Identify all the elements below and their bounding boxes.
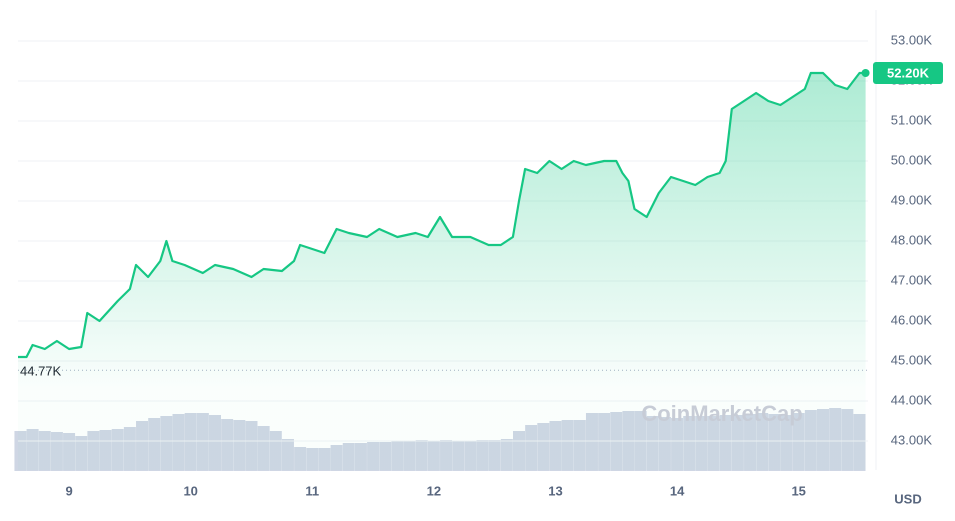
- x-tick-label: 11: [305, 483, 319, 498]
- price-area: [18, 73, 866, 470]
- y-tick-label: 53.00K: [891, 32, 933, 47]
- y-tick-label: 50.00K: [891, 152, 933, 167]
- x-tick-label: 13: [548, 483, 562, 498]
- y-tick-label: 45.00K: [891, 352, 933, 367]
- y-tick-label: 51.00K: [891, 112, 933, 127]
- x-tick-label: 10: [183, 483, 197, 498]
- x-tick-label: 14: [670, 483, 685, 498]
- currency-label: USD: [894, 491, 921, 506]
- price-badge: [873, 62, 943, 84]
- price-badge-label: 52.20K: [887, 65, 930, 80]
- y-tick-label: 48.00K: [891, 232, 933, 247]
- y-tick-label: 47.00K: [891, 272, 933, 287]
- y-tick-label: 44.00K: [891, 392, 933, 407]
- x-tick-label: 15: [791, 483, 805, 498]
- y-tick-label: 49.00K: [891, 192, 933, 207]
- last-point: [861, 69, 870, 77]
- watermark: CoinMarketCap: [641, 401, 802, 426]
- y-tick-label: 43.00K: [891, 432, 933, 447]
- price-line: [18, 71, 866, 359]
- y-tick-label: 46.00K: [891, 312, 933, 327]
- plot-layer: 44.77K52.20K: [18, 62, 943, 470]
- x-tick-label: 9: [65, 483, 72, 498]
- x-tick-label: 12: [427, 483, 441, 498]
